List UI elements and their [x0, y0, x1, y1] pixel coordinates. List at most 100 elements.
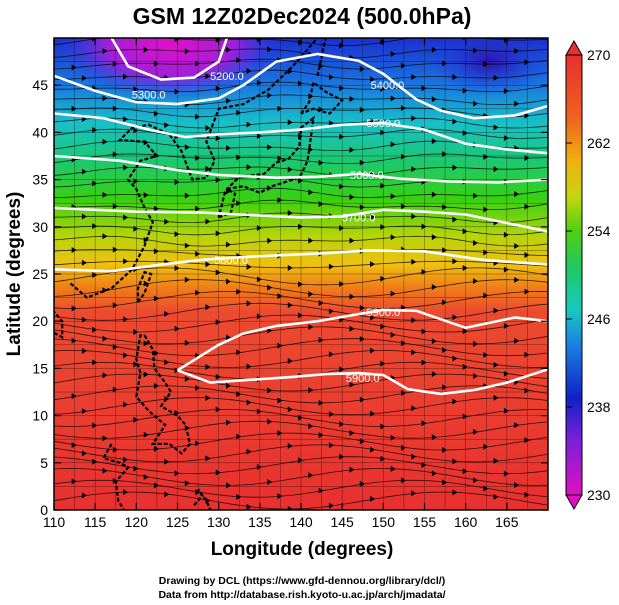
y-tick-label: 40 — [32, 124, 48, 140]
wind-arrow — [349, 237, 355, 244]
wind-arrow — [123, 401, 129, 408]
contour-line — [54, 112, 548, 155]
contour-label: 5600.0 — [350, 170, 384, 182]
colorbar-body — [565, 54, 583, 496]
wind-arrow — [452, 458, 458, 465]
wind-arrow — [503, 231, 509, 238]
wind-arrow — [195, 155, 201, 162]
colorbar: 230 238 246 254 262 270 — [565, 39, 611, 511]
wind-arrow — [442, 384, 448, 391]
x-tick-label: 125 — [166, 514, 190, 530]
wind-arrow — [92, 359, 98, 366]
wind-arrow — [102, 435, 108, 442]
wind-arrow — [473, 100, 479, 107]
streamline — [54, 397, 548, 416]
streamline — [54, 48, 548, 59]
wind-arrow — [267, 46, 273, 53]
wind-arrow — [473, 192, 479, 199]
streamline — [54, 199, 548, 211]
wind-arrow — [400, 62, 406, 69]
wind-arrow — [236, 493, 242, 500]
colorbar-tick-label: 254 — [587, 223, 611, 239]
wind-arrow — [256, 408, 262, 415]
wind-arrow — [92, 223, 98, 230]
streamline — [54, 166, 548, 177]
wind-arrow — [164, 218, 170, 225]
wind-arrow — [483, 443, 489, 450]
wind-arrow — [215, 85, 221, 92]
wind-arrow — [246, 399, 252, 406]
wind-arrow — [421, 461, 427, 468]
wind-arrow — [524, 491, 530, 498]
wind-arrow — [153, 60, 159, 67]
wind-arrow — [493, 74, 499, 81]
wind-arrow — [112, 105, 118, 112]
wind-arrow — [400, 444, 406, 451]
wind-arrow — [123, 164, 129, 171]
wind-arrow — [277, 197, 283, 204]
wind-arrow — [452, 398, 458, 405]
wind-arrow — [143, 46, 149, 53]
wind-arrow — [514, 422, 520, 429]
wind-arrow — [370, 261, 376, 268]
wind-arrow — [153, 205, 159, 212]
wind-arrow — [400, 340, 406, 347]
x-tick-label: 135 — [248, 514, 272, 530]
wind-arrow — [503, 470, 509, 477]
wind-arrow — [370, 314, 376, 321]
wind-arrow — [390, 331, 396, 338]
wind-arrow — [483, 61, 489, 68]
wind-arrow — [400, 304, 406, 311]
wind-arrow — [277, 105, 283, 112]
contour-label: 5400.0 — [371, 80, 405, 92]
wind-arrow — [246, 448, 252, 455]
wind-arrow — [349, 430, 355, 437]
wind-arrow — [143, 431, 149, 438]
wind-arrow — [524, 155, 530, 162]
wind-arrow — [153, 110, 159, 117]
wind-arrow — [431, 138, 437, 145]
x-tick-label: 115 — [84, 514, 107, 530]
wind-arrow — [287, 264, 293, 271]
contour-line — [54, 52, 548, 120]
wind-arrow — [328, 308, 334, 315]
wind-arrow — [164, 310, 170, 317]
wind-arrow — [473, 239, 479, 246]
wind-arrow — [81, 347, 87, 354]
credit-line-2: Data from http://database.rish.kyoto-u.a… — [158, 589, 445, 601]
wind-arrow — [133, 127, 139, 134]
wind-arrow — [483, 352, 489, 359]
wind-arrow — [298, 223, 304, 230]
wind-arrow — [112, 246, 118, 253]
wind-arrow — [524, 203, 530, 210]
wind-arrow — [524, 351, 530, 358]
wind-arrow — [71, 64, 77, 71]
wind-arrow — [112, 302, 118, 309]
wind-arrow — [370, 495, 376, 502]
wind-arrow — [318, 159, 324, 166]
cold-core-west — [55, 38, 285, 100]
wind-arrow — [153, 382, 159, 389]
wind-arrow — [400, 153, 406, 160]
wind-arrow — [380, 423, 386, 430]
wind-streamlines — [54, 38, 548, 510]
wind-arrow — [318, 487, 324, 494]
wind-arrow — [143, 192, 149, 199]
wind-arrow — [174, 470, 180, 477]
coastline — [193, 488, 212, 510]
y-tick-label: 15 — [32, 360, 48, 376]
wind-arrow — [411, 453, 417, 460]
wind-arrow — [514, 47, 520, 54]
wind-arrow — [277, 293, 283, 300]
wind-arrow — [359, 304, 365, 311]
wind-arrow — [442, 204, 448, 211]
wind-arrow — [411, 405, 417, 412]
colorbar-tick-label: 262 — [587, 135, 611, 151]
wind-arrow — [226, 419, 232, 426]
coastline — [316, 38, 327, 77]
wind-arrow — [328, 120, 334, 127]
y-axis-label: Latitude (degrees) — [4, 192, 25, 357]
wind-arrow — [349, 381, 355, 388]
wind-arrow — [164, 359, 170, 366]
wind-arrow — [359, 204, 365, 211]
